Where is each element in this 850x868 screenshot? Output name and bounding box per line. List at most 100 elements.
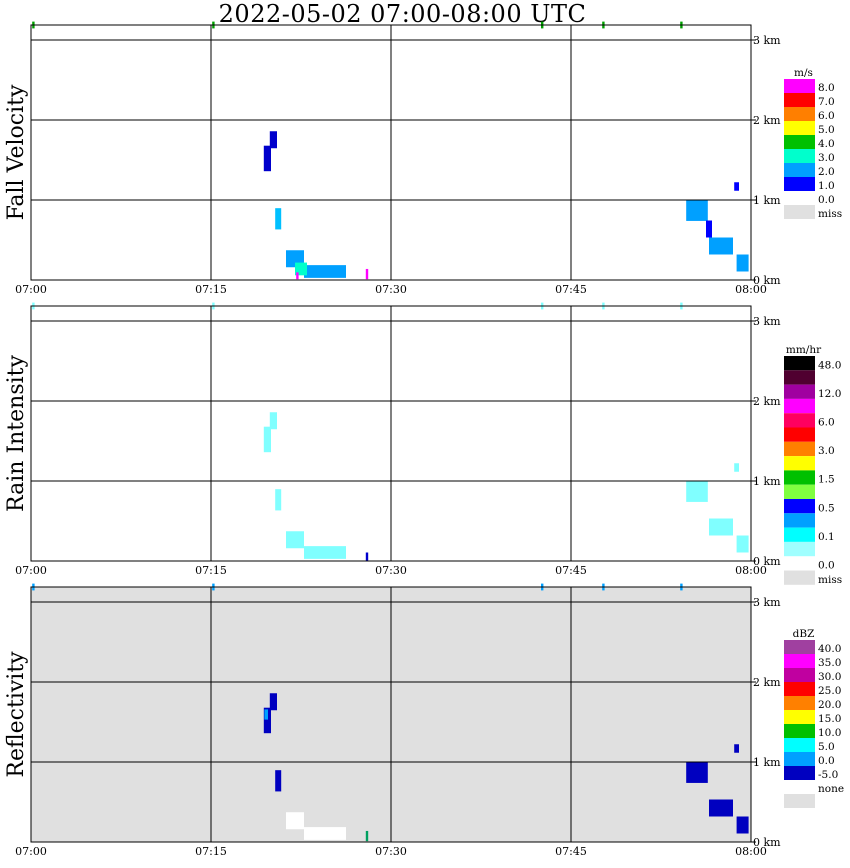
y-tick-label: 2 km (753, 114, 781, 127)
legend-swatch (784, 570, 815, 585)
x-tick-label: 07:30 (375, 564, 407, 577)
legend-label: 6.0 (818, 110, 835, 122)
legend-label: 1.0 (818, 180, 835, 192)
echo-cell (269, 693, 277, 711)
legend-swatch (784, 177, 815, 191)
x-tick-label: 07:45 (555, 283, 587, 296)
x-tick-label: 08:00 (735, 564, 767, 577)
x-tick-label: 07:30 (375, 283, 407, 296)
legend-label: 7.0 (818, 96, 835, 108)
legend-swatch (784, 654, 815, 668)
legend-label: 2.0 (818, 166, 835, 178)
echo-cell (736, 535, 749, 553)
legend-swatch (784, 752, 815, 766)
x-tick-label: 07:00 (15, 283, 47, 296)
legend-swatch (784, 456, 815, 471)
legend-unit: dBZ (793, 628, 815, 640)
y-tick-label: 1 km (753, 756, 781, 769)
panel-2: 07:00 07:15 07:30 07:45 08:000 km 1 km 2 km 3 k… (4, 302, 842, 586)
echo-cell (263, 426, 271, 453)
legend-swatch (784, 93, 815, 107)
echo-cell (304, 265, 346, 278)
legend-label: 0.0 (818, 194, 835, 206)
legend-label: 5.0 (818, 741, 835, 753)
echo-cell (709, 799, 733, 817)
echo-cell (286, 812, 304, 830)
x-tick-label: 07:00 (15, 564, 47, 577)
echo-cell (686, 480, 708, 502)
echo-cell (275, 208, 282, 230)
echo-cell (734, 463, 739, 472)
legend-label: 10.0 (818, 727, 841, 739)
legend-swatch (784, 696, 815, 710)
legend-swatch (784, 163, 815, 177)
echo-cell (264, 709, 268, 720)
legend-label: -5.0 (818, 769, 838, 781)
y-tick-label: 0 km (753, 274, 781, 287)
legend-swatch (784, 794, 815, 808)
panel-label: Rain Intensity (4, 354, 29, 511)
legend-label: 3.0 (818, 445, 835, 457)
echo-cell (686, 761, 708, 783)
legend-swatch (784, 441, 815, 457)
echo-cell (304, 827, 346, 840)
legend-unit: m/s (794, 67, 813, 79)
echo-cell (304, 546, 346, 559)
legend-swatch (784, 413, 815, 428)
plot-frame (30, 24, 752, 281)
legend-swatch (784, 710, 815, 724)
y-tick-label: 2 km (753, 676, 781, 689)
x-tick-label: 07:15 (195, 283, 227, 296)
legend-label: 48.0 (818, 359, 841, 371)
echo-cell (269, 412, 277, 430)
echo-cell (709, 518, 733, 536)
legend-label: 40.0 (818, 643, 841, 655)
legend-swatch (784, 107, 815, 121)
legend-swatch (784, 484, 815, 499)
legend-label: 20.0 (818, 699, 841, 711)
y-tick-label: 0 km (753, 836, 781, 849)
legend-label: 25.0 (818, 685, 841, 697)
echo-cell (365, 552, 369, 561)
y-tick-label: 3 km (753, 315, 781, 328)
legend-swatch (784, 640, 815, 654)
echo-cell (734, 182, 739, 191)
legend-unit: mm/hr (786, 344, 822, 356)
legend-swatch (784, 356, 815, 371)
x-tick-label: 07:00 (15, 845, 47, 858)
panel-label: Fall Velocity (4, 84, 29, 220)
y-tick-label: 1 km (753, 475, 781, 488)
legend-swatch (784, 427, 815, 442)
panel-label: Reflectivity (4, 651, 29, 778)
x-tick-label: 08:00 (735, 845, 767, 858)
legend-swatch (784, 149, 815, 163)
legend-label: 3.0 (818, 152, 835, 164)
legend-label: 5.0 (818, 124, 835, 136)
legend-label: 35.0 (818, 657, 841, 669)
legend-label: 6.0 (818, 417, 835, 429)
echo-cell (286, 531, 304, 549)
panel-1: 07:00 07:15 07:30 07:45 08:000 km 1 km 2 km 3 k… (4, 21, 842, 296)
x-tick-label: 07:15 (195, 845, 227, 858)
x-tick-label: 08:00 (735, 283, 767, 296)
legend-label: 4.0 (818, 138, 835, 150)
legend-label: 1.5 (818, 474, 835, 486)
echo-cell (263, 707, 271, 734)
plot-frame (30, 305, 752, 562)
echo-cell (709, 237, 733, 255)
y-tick-label: 2 km (753, 395, 781, 408)
legend-swatch (784, 724, 815, 738)
x-tick-label: 07:15 (195, 564, 227, 577)
echo-cell (736, 816, 749, 834)
legend-swatch (784, 470, 815, 485)
legend-label: 30.0 (818, 671, 841, 683)
echo-cell (295, 262, 307, 276)
echo-cell (275, 489, 282, 511)
legend-swatch (784, 682, 815, 696)
legend-label: 12.0 (818, 388, 841, 400)
legend-swatch (784, 384, 815, 399)
echo-cell (734, 744, 739, 753)
chart-title: 2022-05-02 07:00-08:00 UTC (218, 0, 587, 28)
legend-swatch (784, 370, 815, 385)
